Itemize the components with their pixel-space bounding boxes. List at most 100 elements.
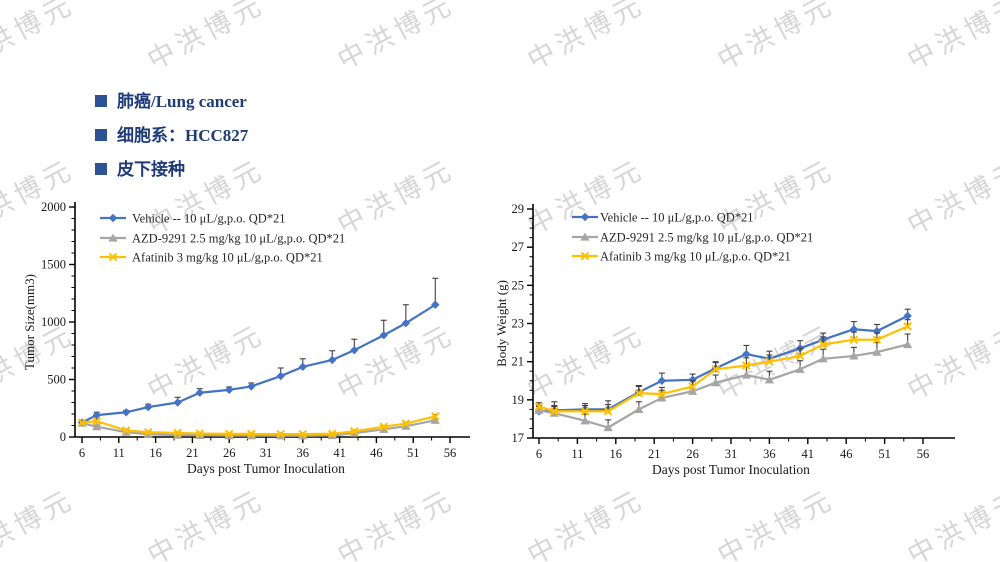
triangle-marker-icon <box>603 423 613 432</box>
tumor-size-chart-svg: 6 11 16 21 26 31 36 41 46 51 56 0 500 1000 1500 2000 Day… <box>22 200 470 476</box>
x-marker-icon <box>580 406 590 416</box>
x-marker-icon <box>298 429 308 439</box>
watermark-text: 中洪博元 <box>522 0 650 76</box>
diamond-marker-icon <box>225 385 234 395</box>
diamond-marker-icon <box>276 371 285 381</box>
x-tick-label: 11 <box>571 447 583 461</box>
diamond-marker-icon <box>849 325 859 334</box>
cancer-type-label: 肺癌/Lung cancer <box>117 91 247 111</box>
y-tick-label: 29 <box>512 202 525 216</box>
series-afatinib <box>77 411 440 439</box>
x-marker-icon <box>121 426 131 435</box>
x-tick-label: 16 <box>149 446 162 460</box>
diamond-marker-icon <box>431 300 440 309</box>
triangle-marker-icon <box>903 340 913 349</box>
triangle-marker-icon <box>108 233 118 242</box>
body-weight-chart-svg: 6 11 16 21 26 31 36 41 46 51 56 17 19 21 23 25 27 29 Days … <box>494 202 955 477</box>
y-tick-label: 25 <box>512 278 525 292</box>
triangle-marker-icon <box>173 430 183 439</box>
x-tick-label: 51 <box>878 447 891 461</box>
triangle-marker-icon <box>711 378 721 387</box>
x-axis-title: Days post Tumor Inoculation <box>652 462 810 477</box>
x-tick-label: 36 <box>763 447 776 461</box>
square-bullet-icon <box>95 129 107 141</box>
triangle-marker-icon <box>634 404 644 413</box>
x-marker-icon <box>143 427 153 437</box>
x-tick-label: 41 <box>802 447 815 461</box>
triangle-marker-icon <box>580 416 590 425</box>
y-tick-label: 23 <box>512 317 525 331</box>
x-marker-icon <box>92 416 102 426</box>
y-tick-label: 1000 <box>41 315 66 329</box>
x-marker-icon <box>903 322 912 331</box>
diamond-marker-icon <box>742 349 751 359</box>
x-marker-icon <box>550 406 559 416</box>
y-axis-title: Body Weight (g) <box>494 280 509 367</box>
body-weight-chart: 6 11 16 21 26 31 36 41 46 51 56 17 19 21 23 25 27 29 Days … <box>490 192 995 502</box>
x-tick-label: 31 <box>260 446 273 460</box>
triangle-marker-icon <box>92 422 102 431</box>
x-tick-label: 6 <box>536 447 542 461</box>
triangle-marker-icon <box>657 393 667 402</box>
y-tick-label: 17 <box>512 431 525 445</box>
x-tick-label: 56 <box>917 447 930 461</box>
diamond-marker-icon <box>657 376 667 385</box>
series-line <box>81 303 436 424</box>
diamond-marker-icon <box>328 355 337 365</box>
y-tick-label: 21 <box>512 355 525 369</box>
x-marker-icon <box>224 429 234 439</box>
x-tick-label: 26 <box>686 447 699 461</box>
x-tick-label: 36 <box>297 446 310 460</box>
y-tick-label: 1500 <box>41 258 66 272</box>
x-tick-label: 26 <box>223 446 236 460</box>
legend-label: AZD-9291 2.5 mg/kg 10 μL/g,p.o. QD*21 <box>132 232 345 246</box>
legend-label: Vehicle -- 10 μL/g,p.o. QD*21 <box>600 211 754 225</box>
legend-label: Vehicle -- 10 μL/g,p.o. QD*21 <box>132 212 286 226</box>
watermark-text: 中洪博元 <box>142 0 270 76</box>
y-axis-title: Tumor Size(mm3) <box>22 274 37 370</box>
triangle-marker-icon <box>795 364 805 373</box>
x-marker-icon <box>634 388 644 398</box>
watermark-text: 中洪博元 <box>332 0 460 76</box>
diamond-marker-icon <box>121 408 131 417</box>
triangle-marker-icon <box>818 354 828 363</box>
x-marker-icon <box>430 411 440 421</box>
x-marker-icon <box>401 419 411 428</box>
x-marker-icon <box>711 364 720 374</box>
triangle-marker-icon <box>379 424 389 433</box>
x-marker-icon <box>657 389 667 399</box>
x-marker-icon <box>765 357 774 366</box>
x-tick-label: 16 <box>610 447 623 461</box>
x-marker-icon <box>327 429 337 439</box>
x-marker-icon <box>872 335 882 345</box>
series-azd9291 <box>534 333 913 432</box>
x-marker-icon <box>276 429 286 439</box>
cell-line-label: 细胞系：HCC827 <box>117 125 249 145</box>
x-marker-icon <box>849 335 859 345</box>
diamond-marker-icon <box>92 410 101 420</box>
diamond-marker-icon <box>401 318 411 328</box>
x-tick-label: 46 <box>370 446 383 460</box>
diamond-marker-icon <box>903 311 912 321</box>
square-bullet-icon <box>95 95 107 107</box>
diamond-marker-icon <box>580 212 590 222</box>
x-marker-icon <box>246 429 256 439</box>
series-vehicle <box>77 277 440 427</box>
triangle-marker-icon <box>534 405 544 414</box>
x-marker-icon <box>195 429 205 438</box>
x-tick-label: 31 <box>725 447 738 461</box>
x-marker-icon <box>795 351 805 361</box>
x-marker-icon <box>350 427 359 436</box>
x-tick-label: 51 <box>407 446 420 460</box>
diamond-marker-icon <box>173 398 182 407</box>
x-tick-label: 56 <box>444 446 457 460</box>
x-tick-label: 11 <box>113 446 125 460</box>
watermark-text: 中洪博元 <box>0 0 80 76</box>
diamond-marker-icon <box>108 213 118 223</box>
x-marker-icon <box>818 340 828 349</box>
y-tick-label: 0 <box>60 430 66 444</box>
x-marker-icon <box>173 428 182 438</box>
legend-label: AZD-9291 2.5 mg/kg 10 μL/g,p.o. QD*21 <box>600 231 813 245</box>
y-tick-label: 27 <box>512 240 525 254</box>
